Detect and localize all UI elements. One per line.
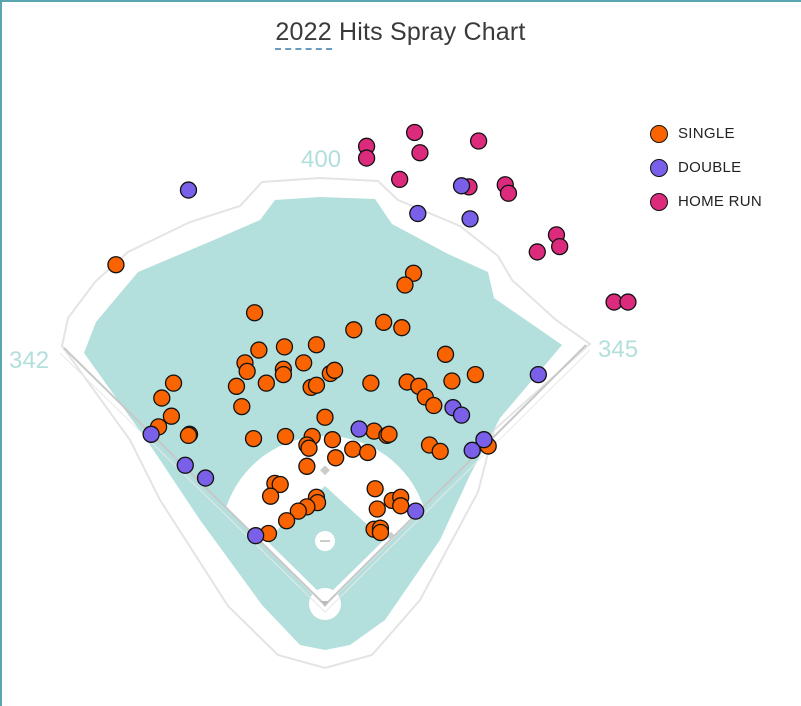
hit-marker-single[interactable] bbox=[300, 439, 318, 457]
hit-marker-single[interactable] bbox=[359, 443, 377, 462]
hit-marker-single[interactable] bbox=[307, 336, 326, 354]
hit-marker-single[interactable] bbox=[227, 377, 246, 395]
hit-marker-single[interactable] bbox=[277, 512, 296, 530]
hit-marker-double[interactable] bbox=[475, 431, 493, 449]
right-foul-line-edge bbox=[324, 349, 591, 613]
hit-marker-single[interactable] bbox=[380, 425, 398, 443]
hit-marker-single[interactable] bbox=[396, 276, 414, 294]
hit-marker-home-run[interactable] bbox=[405, 123, 424, 142]
pitchers-rubber bbox=[320, 540, 330, 542]
hit-markers bbox=[107, 123, 637, 545]
legend-label: HOME RUN bbox=[678, 193, 763, 210]
hit-marker-home-run[interactable] bbox=[528, 243, 546, 261]
hit-marker-single[interactable] bbox=[443, 372, 461, 390]
hit-marker-single[interactable] bbox=[366, 480, 384, 498]
legend-label: DOUBLE bbox=[678, 159, 742, 176]
hit-marker-single[interactable] bbox=[327, 449, 345, 467]
hit-marker-single[interactable] bbox=[164, 374, 183, 392]
legend: SINGLE DOUBLE HOME RUN bbox=[650, 110, 762, 225]
hit-marker-double[interactable] bbox=[407, 502, 425, 520]
hit-marker-single[interactable] bbox=[245, 304, 264, 322]
hit-marker-single[interactable] bbox=[371, 523, 390, 542]
hit-marker-single[interactable] bbox=[345, 321, 363, 339]
center-field-distance: 400 bbox=[301, 146, 342, 173]
hit-marker-double[interactable] bbox=[196, 469, 215, 487]
hit-marker-single[interactable] bbox=[344, 440, 362, 458]
hit-marker-double[interactable] bbox=[176, 456, 194, 474]
double-swatch-icon bbox=[650, 158, 668, 177]
hit-marker-single[interactable] bbox=[323, 431, 342, 449]
hit-marker-single[interactable] bbox=[362, 374, 380, 392]
legend-label: SINGLE bbox=[678, 125, 735, 142]
hit-marker-double[interactable] bbox=[350, 420, 368, 438]
hit-marker-double[interactable] bbox=[247, 527, 265, 545]
hit-marker-single[interactable] bbox=[375, 313, 393, 331]
single-swatch-icon bbox=[650, 124, 668, 143]
hit-marker-double[interactable] bbox=[452, 406, 471, 424]
chart-title: 2022 Hits Spray Chart bbox=[0, 18, 801, 50]
hit-marker-single[interactable] bbox=[392, 497, 410, 515]
hit-marker-single[interactable] bbox=[244, 429, 263, 448]
legend-item-single[interactable]: SINGLE bbox=[650, 110, 762, 157]
home-run-swatch-icon bbox=[650, 192, 668, 211]
season-selector[interactable]: 2022 bbox=[275, 18, 332, 50]
hit-marker-single[interactable] bbox=[179, 426, 198, 445]
hit-marker-home-run[interactable] bbox=[411, 144, 429, 162]
hit-marker-single[interactable] bbox=[107, 256, 125, 274]
hit-marker-double[interactable] bbox=[463, 441, 481, 459]
hit-marker-home-run[interactable] bbox=[357, 149, 376, 167]
hit-marker-double[interactable] bbox=[409, 204, 427, 223]
hit-marker-home-run[interactable] bbox=[551, 237, 569, 256]
legend-item-double[interactable]: DOUBLE bbox=[650, 144, 762, 191]
hit-marker-double[interactable] bbox=[461, 210, 479, 228]
hit-marker-single[interactable] bbox=[404, 264, 423, 282]
hit-marker-single[interactable] bbox=[257, 374, 275, 392]
hit-marker-single[interactable] bbox=[261, 487, 280, 505]
hit-marker-single[interactable] bbox=[238, 362, 256, 381]
hit-marker-home-run[interactable] bbox=[499, 184, 518, 202]
hit-marker-single[interactable] bbox=[368, 500, 386, 518]
hit-marker-double[interactable] bbox=[179, 181, 198, 199]
hit-marker-single[interactable] bbox=[298, 457, 316, 475]
hit-marker-single[interactable] bbox=[289, 502, 307, 520]
hit-marker-single[interactable] bbox=[436, 345, 455, 363]
hit-marker-double[interactable] bbox=[529, 365, 547, 384]
left-field-distance: 342 bbox=[9, 347, 50, 374]
second-base bbox=[320, 465, 330, 476]
hit-marker-double[interactable] bbox=[452, 177, 471, 195]
hit-marker-single[interactable] bbox=[233, 397, 251, 416]
hit-marker-single[interactable] bbox=[425, 396, 443, 415]
hit-marker-single[interactable] bbox=[250, 341, 268, 359]
right-foul-line bbox=[324, 344, 587, 606]
hit-marker-single[interactable] bbox=[466, 365, 485, 384]
hit-marker-single[interactable] bbox=[431, 442, 449, 461]
hit-marker-single[interactable] bbox=[271, 475, 289, 494]
hit-marker-single[interactable] bbox=[393, 319, 411, 337]
hit-marker-home-run[interactable] bbox=[619, 293, 637, 311]
hit-marker-single[interactable] bbox=[276, 427, 295, 446]
hit-marker-home-run[interactable] bbox=[391, 170, 409, 189]
right-field-distance: 345 bbox=[598, 336, 639, 363]
legend-item-home-run[interactable]: HOME RUN bbox=[650, 178, 762, 225]
hit-marker-single[interactable] bbox=[162, 407, 181, 425]
hit-marker-single[interactable] bbox=[307, 376, 326, 394]
hit-marker-single[interactable] bbox=[295, 354, 313, 372]
hit-marker-single[interactable] bbox=[274, 365, 293, 384]
hit-marker-double[interactable] bbox=[142, 425, 160, 443]
hit-marker-single[interactable] bbox=[153, 389, 171, 407]
hit-marker-single[interactable] bbox=[325, 361, 344, 379]
hit-marker-home-run[interactable] bbox=[469, 132, 488, 150]
hit-marker-single[interactable] bbox=[275, 338, 294, 356]
home-plate bbox=[321, 601, 329, 607]
chart-title-text: Hits Spray Chart bbox=[331, 18, 526, 46]
left-foul-line-edge bbox=[59, 352, 326, 613]
left-foul-line bbox=[63, 347, 326, 606]
hit-marker-single[interactable] bbox=[316, 408, 334, 426]
